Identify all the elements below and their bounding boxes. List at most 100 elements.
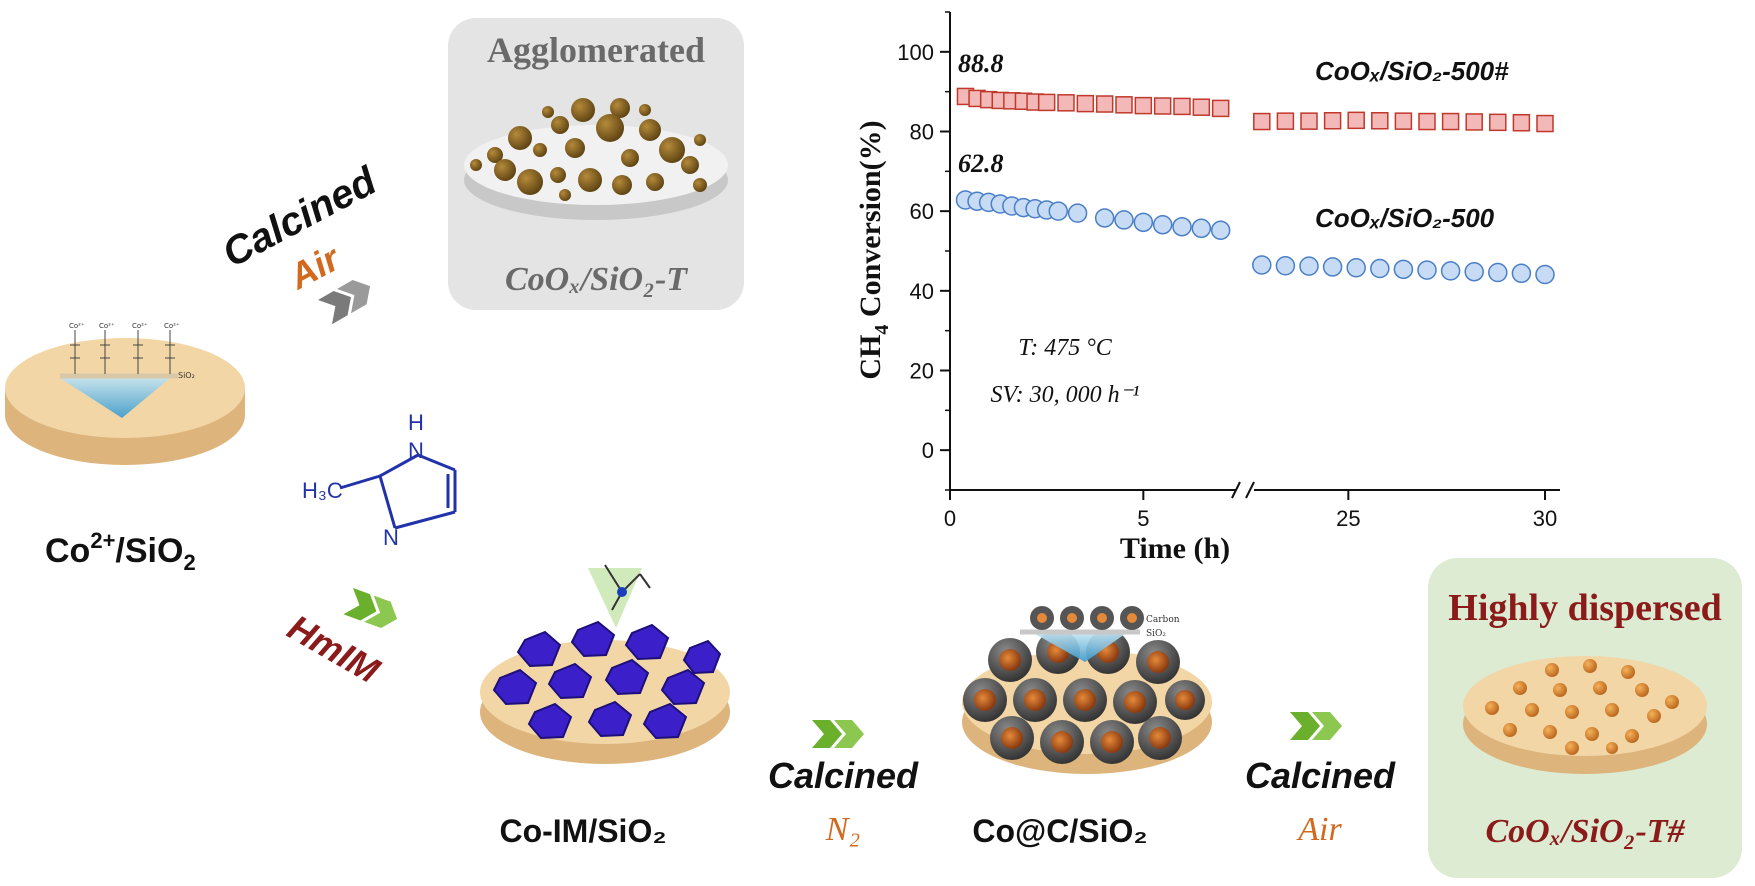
chart-point-hash [1300, 112, 1318, 130]
coc-group: Carbon SiO₂ Co@C/SiO₂ [962, 606, 1212, 849]
chart-axis-break-mark [1245, 481, 1255, 499]
chart-point-hash [1134, 96, 1153, 115]
chart-y-tick-label: 20 [910, 359, 934, 384]
chart-point-plain [1252, 255, 1272, 275]
chart-point-plain [1393, 259, 1414, 280]
precursor-inset-sio2: SiO₂ [178, 371, 195, 380]
chart-point-hash [1057, 94, 1075, 112]
zif-group: Co-IM/SiO₂ [480, 564, 730, 849]
chart-point-hash [1115, 96, 1133, 114]
ligand-structure [339, 453, 457, 530]
step3-atmosphere: Air [1296, 811, 1342, 848]
chart-point-hash [1192, 98, 1211, 116]
coc-label: Co@C/SiO₂ [972, 813, 1147, 849]
chart-point-plain [1511, 263, 1532, 284]
chart-ylabel: CH4 Conversion(%) [854, 120, 893, 379]
chart-y-tick-label: 60 [910, 199, 934, 224]
precursor-inset-ion-4: Co²⁺ [164, 322, 180, 330]
precursor-inset-beam [60, 378, 170, 418]
zif-inset-beam [588, 568, 642, 628]
chart-series-label-hash: CoOₓ/SiO₂-500# [1315, 56, 1509, 86]
dispersed-title: Highly dispersed [1448, 587, 1721, 629]
chart-point-hash [1371, 111, 1389, 130]
dispersed-panel: Highly dispersed CoOₓ/SiO₂-T# [1428, 558, 1742, 878]
ligand-n: N [383, 525, 399, 550]
ligand-nh-n: N [408, 438, 424, 463]
chart-point-hash [1418, 112, 1436, 131]
chart-series-label-plain: CoOₓ/SiO₂-500 [1315, 203, 1495, 233]
chart-point-plain [1152, 214, 1173, 235]
zif-inset-co-atom [617, 587, 627, 597]
chart-y-tick-label: 40 [910, 279, 934, 304]
agglomerated-panel: Agglomerated CoOₓ/SiO₂-T [448, 18, 744, 310]
chart-point-hash [1253, 112, 1271, 131]
chart-point-hash [1489, 113, 1507, 132]
top-arrow-icon [318, 280, 371, 325]
agglomerated-particles [470, 98, 707, 201]
chart-start-label-hash: 88.8 [958, 49, 1004, 78]
chart-point-plain [1048, 201, 1069, 221]
dispersed-product-label: CoOₓ/SiO₂-T# [1485, 813, 1685, 850]
chart-y-tick-label: 80 [910, 120, 934, 145]
chart-series [955, 87, 1555, 285]
coc-domes [963, 630, 1205, 764]
step2-atmosphere: N₂ [825, 811, 861, 848]
chart-point-hash [1211, 99, 1230, 118]
chart-xlabel: Time (h) [1120, 532, 1230, 565]
chart-point-plain [1346, 257, 1366, 278]
precursor-label: Co2+/SiO2 [45, 528, 196, 575]
chart-point-plain [1067, 203, 1088, 223]
chart-point-hash [1536, 114, 1554, 133]
chart-axis-break-mark [1231, 481, 1241, 499]
zif-crystals [492, 620, 722, 740]
chart-point-hash [1095, 95, 1114, 113]
chart-point-plain [1464, 261, 1484, 282]
chart-point-plain [1535, 264, 1555, 285]
chart-point-hash [1347, 111, 1365, 130]
chart-point-hash [1037, 93, 1056, 112]
chart-point-hash [1512, 113, 1531, 132]
zif-label: Co-IM/SiO₂ [499, 813, 666, 849]
dispersed-disc-top [1463, 656, 1707, 756]
agglomerated-product-label: CoOₓ/SiO₂-T [505, 261, 688, 298]
precursor-inset-ligands [70, 330, 175, 374]
dispersed-particles [1485, 659, 1679, 755]
chart-point-hash [1153, 97, 1172, 115]
bottom-arrow-3-icon [1290, 712, 1342, 740]
chart-condition-temperature: T: 475 °C [1018, 335, 1113, 361]
chart-point-plain [1440, 261, 1461, 281]
chart-x-tick-label: 30 [1533, 506, 1557, 531]
chart: 0 20 40 60 80 100 0 5 25 30 CH4 Conversion(%) Tim… [854, 11, 1560, 565]
chart-point-hash [1173, 97, 1191, 116]
chart-start-label-plain: 62.8 [958, 149, 1004, 178]
bottom-arrow-1-icon [343, 588, 398, 628]
chart-point-hash [1394, 112, 1413, 130]
ligand-nh-h: H [408, 410, 424, 435]
chart-y-tick-label: 100 [897, 40, 934, 65]
chart-point-plain [1094, 208, 1115, 228]
top-path-step: Calcined Air [216, 158, 385, 325]
precursor-inset-ion-1: Co²⁺ [69, 322, 85, 330]
chart-point-plain [1488, 262, 1508, 283]
coc-inset-beam [1035, 634, 1125, 662]
chart-point-plain [1172, 216, 1192, 237]
chart-point-hash [1276, 112, 1295, 130]
chart-point-plain [1322, 257, 1343, 277]
chart-point-plain [1275, 255, 1296, 276]
ligand-methyl: H₃C [302, 478, 343, 503]
chart-point-plain [1133, 212, 1154, 233]
chart-point-hash [1441, 112, 1460, 131]
chart-point-hash [1465, 113, 1483, 131]
precursor-group: Co²⁺ Co²⁺ Co²⁺ Co²⁺ SiO₂ Co2+/SiO2 [5, 322, 245, 575]
coc-inset-particles [1030, 606, 1144, 630]
chart-x-tick-label: 0 [944, 506, 956, 531]
chart-axes: 0 20 40 60 80 100 0 5 25 30 [897, 11, 1560, 531]
chart-point-hash [1076, 94, 1095, 113]
chart-point-plain [1191, 218, 1212, 239]
chart-point-plain [1210, 220, 1231, 241]
coc-inset-sio2: SiO₂ [1146, 629, 1166, 639]
chart-point-plain [1370, 258, 1390, 279]
coc-inset-carbon: Carbon [1146, 615, 1180, 625]
